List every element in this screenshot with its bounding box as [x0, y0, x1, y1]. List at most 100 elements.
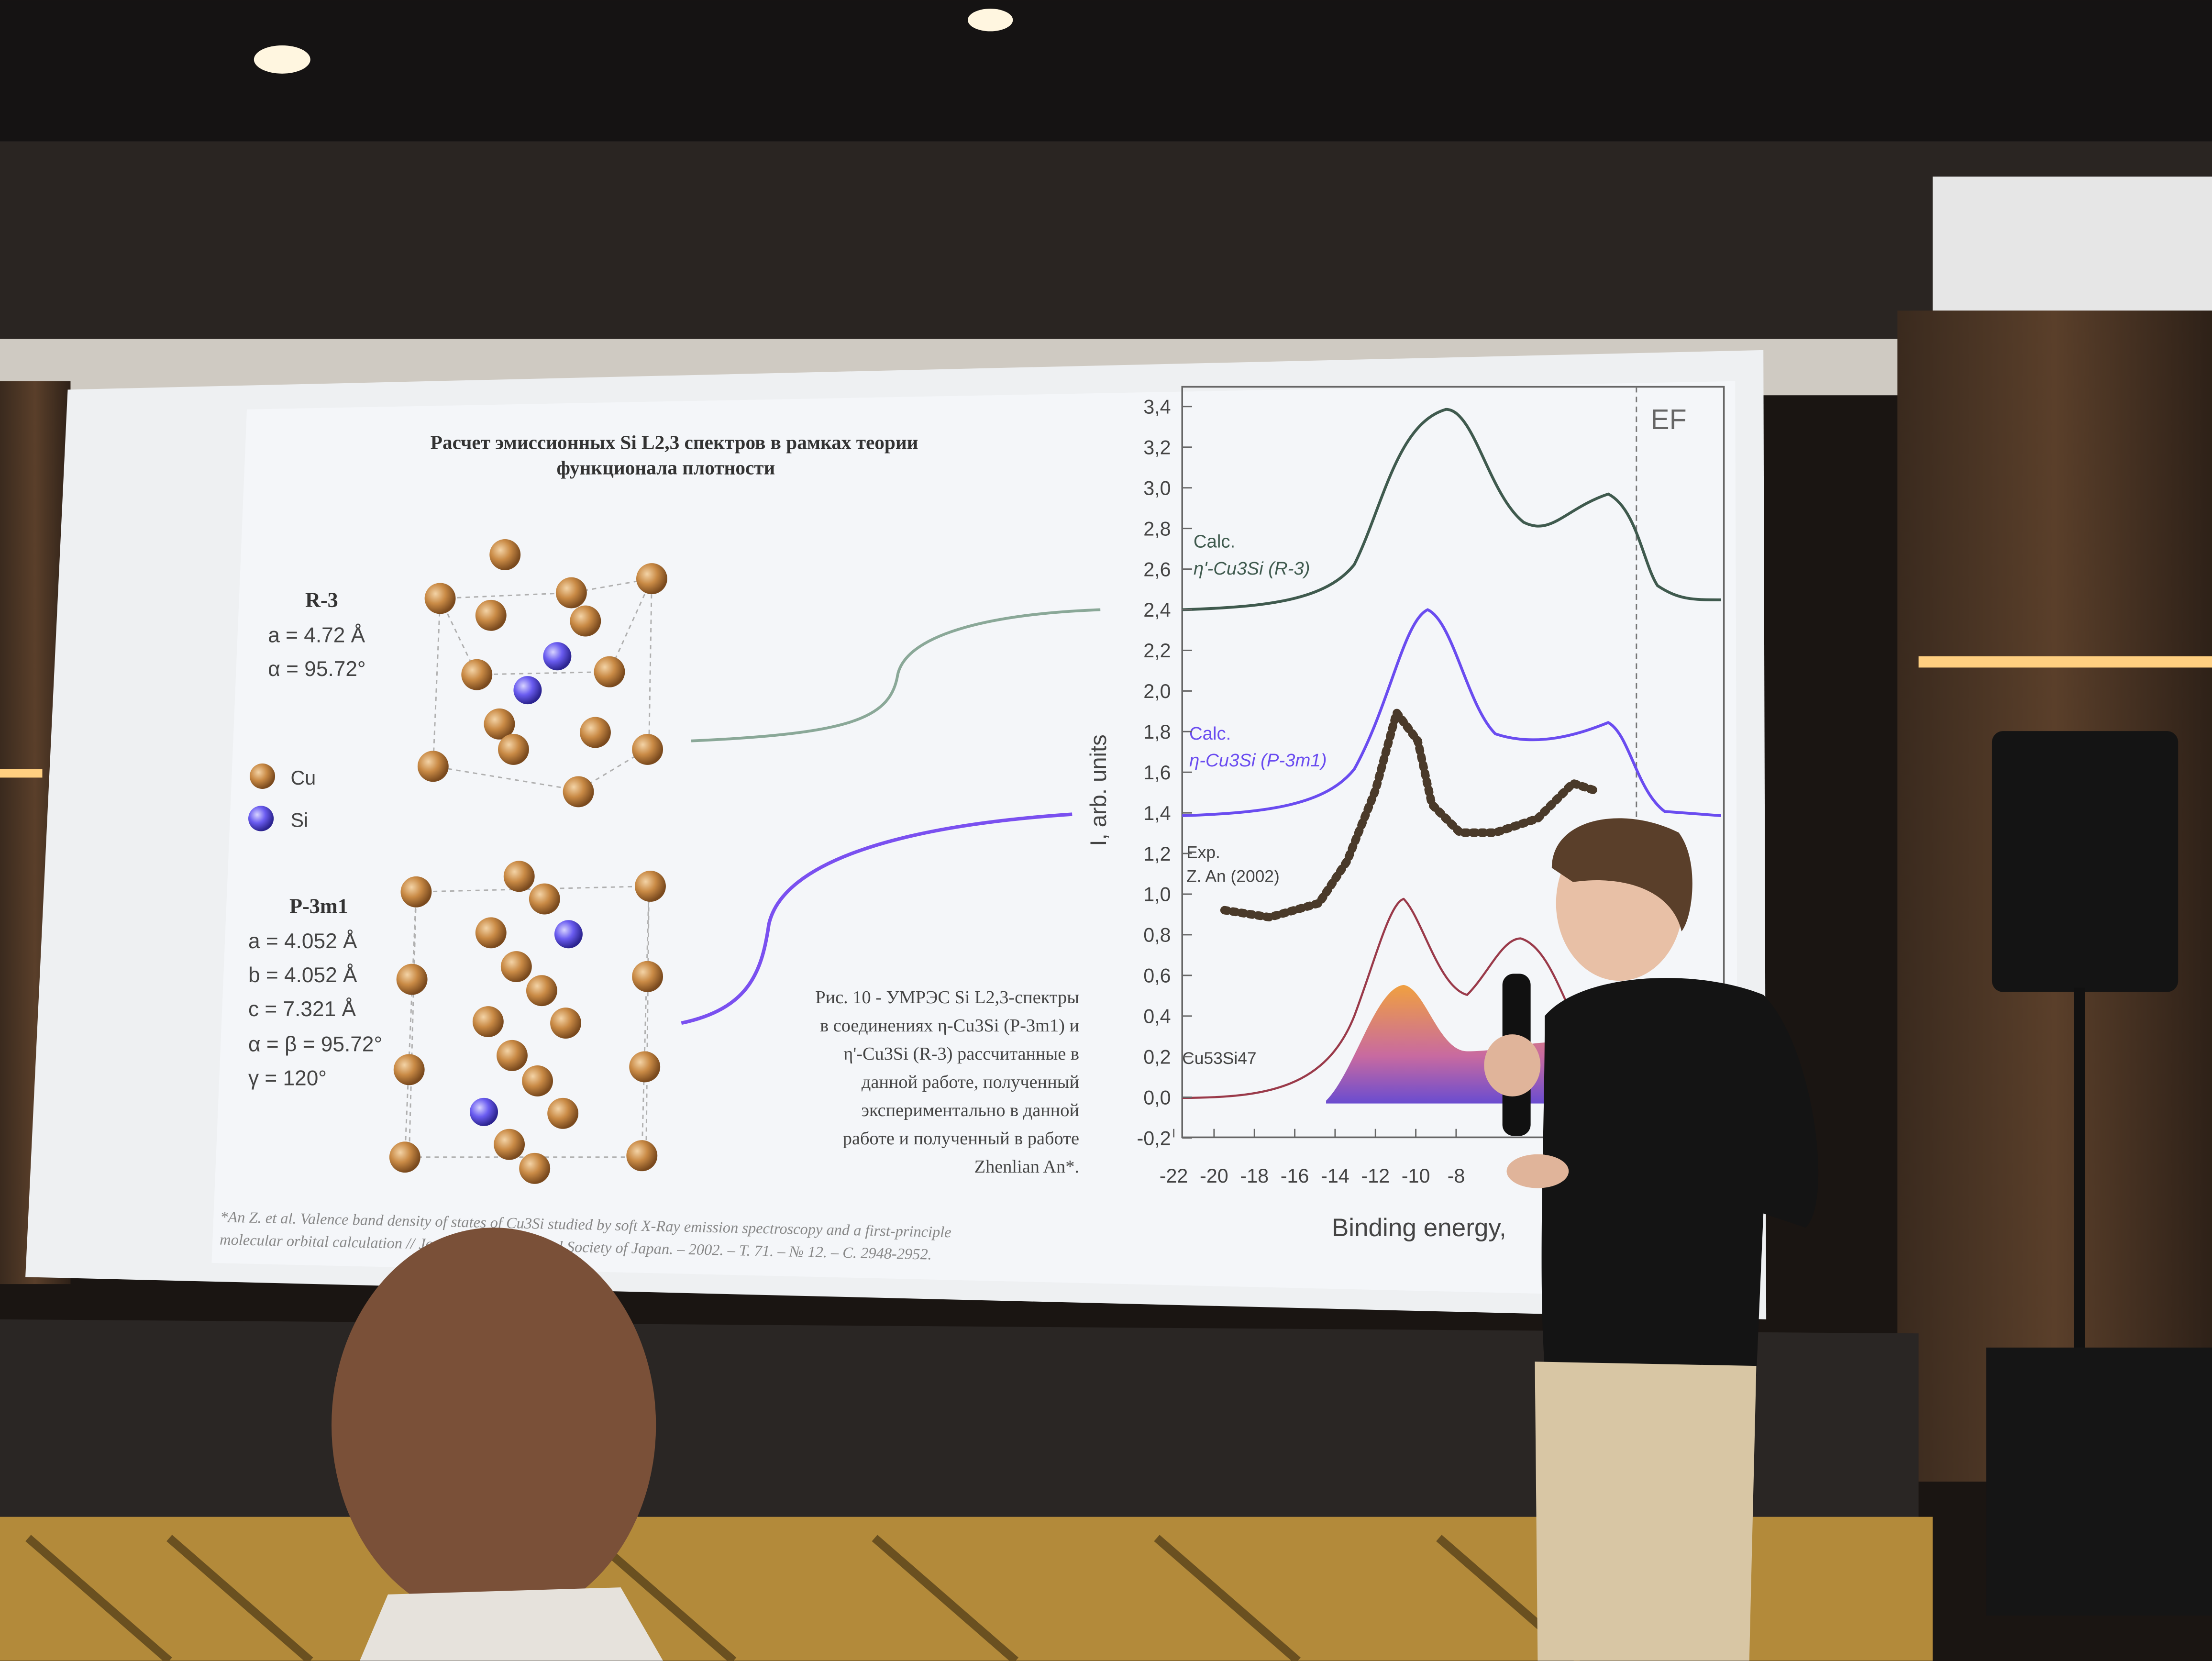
- y-tick-label: 3,0: [1143, 477, 1171, 499]
- y-tick-label: 3,2: [1143, 437, 1171, 459]
- arrow: [681, 812, 1073, 1025]
- audience-member: [332, 1228, 664, 1661]
- caption-line: работе и полученный в работе: [843, 1129, 1079, 1149]
- room-part: [1986, 1347, 2212, 1616]
- crystal-structure-part: [580, 717, 611, 748]
- structure-param: b = 4.052 Å: [248, 963, 357, 987]
- curve-label: Calc.: [1189, 723, 1231, 744]
- slide-title: функционала плотности: [557, 456, 775, 478]
- crystal-structure-part: [498, 733, 529, 765]
- legend-swatch: [248, 806, 274, 831]
- y-tick-label: 1,0: [1143, 884, 1171, 906]
- y-tick-label: 3,4: [1143, 396, 1171, 418]
- fermi-label: EF: [1650, 404, 1686, 435]
- y-tick-label: 0,6: [1143, 965, 1171, 987]
- x-tick-label: -14: [1321, 1165, 1349, 1187]
- crystal-structure-part: [519, 1152, 551, 1184]
- structure-param: a = 4.052 Å: [248, 930, 357, 953]
- x-tick-label: -10: [1402, 1165, 1430, 1187]
- crystal-structure-part: [635, 871, 666, 902]
- caption-line: η'-Cu3Si (R-3) рассчитанные в: [843, 1044, 1079, 1064]
- x-tick-label: -16: [1281, 1165, 1309, 1187]
- curve-label: η-Cu3Si (P-3m1): [1189, 750, 1327, 771]
- curve: [1182, 408, 1721, 611]
- experimental-points: [1220, 703, 1599, 922]
- room-part: [1933, 177, 2212, 311]
- presenter-part: [1535, 1362, 1757, 1661]
- y-tick-label: 2,2: [1143, 640, 1171, 662]
- room-part: [25, 1535, 1583, 1661]
- crystal-structure-part: [626, 1140, 658, 1172]
- caption-line: данной работе, полученный: [862, 1072, 1079, 1092]
- figure-caption: Рис. 10 - УМРЭС Si L2,3-спектры в соедине…: [815, 987, 1079, 1177]
- y-tick-label: 2,8: [1143, 518, 1171, 540]
- crystal-structure-part: [563, 776, 594, 808]
- audience-member-part: [332, 1228, 656, 1623]
- crystal-structure-part: [393, 1054, 425, 1085]
- curve-label: η'-Cu3Si (R-3): [1194, 558, 1310, 579]
- presenter-part: [1484, 1034, 1541, 1096]
- crystal-structure-part: [472, 1006, 504, 1038]
- structure-param: α = 95.72°: [268, 657, 365, 681]
- y-tick-label: 2,0: [1143, 680, 1171, 702]
- x-tick-label: -8: [1448, 1165, 1465, 1187]
- y-tick-label: 2,4: [1143, 599, 1171, 621]
- room-part: [2074, 987, 2085, 1355]
- structure-param: c = 7.321 Å: [248, 997, 356, 1021]
- curve: [1182, 608, 1721, 817]
- crystal-structure-part: [489, 539, 521, 570]
- crystal-structure-part: [417, 751, 449, 782]
- curve: [1182, 897, 1574, 1099]
- room-part: [968, 9, 1013, 32]
- y-tick-label: 2,6: [1143, 558, 1171, 580]
- y-tick-label: 1,4: [1143, 802, 1171, 824]
- crystal-structure-part: [475, 917, 507, 949]
- crystal-structure-part: [470, 1097, 498, 1126]
- crystal-structure-part: [503, 861, 535, 892]
- room-part: [0, 769, 43, 778]
- curve-label: Z. An (2002): [1186, 867, 1280, 886]
- y-tick-label: -0,2: [1137, 1127, 1171, 1149]
- crystal-structure-part: [389, 1141, 420, 1173]
- caption-line: Рис. 10 - УМРЭС Si L2,3-спектры: [815, 987, 1079, 1008]
- slide: Расчет эмиссионных Si L2,3 спектров в ра…: [25, 350, 1767, 1319]
- crystal-structure-part: [484, 708, 515, 740]
- crystal-structure-part: [497, 1040, 528, 1071]
- y-tick-label: 0,8: [1143, 924, 1171, 946]
- crystal-structure-part: [547, 1097, 579, 1129]
- crystal-structure-part: [636, 563, 667, 595]
- curve-label: Cu53Si47: [1182, 1049, 1256, 1068]
- crystal-structure-part: [513, 676, 542, 705]
- crystal-structure-part: [424, 583, 456, 614]
- crystal-structure-part: [461, 659, 493, 690]
- y-tick-label: 0,2: [1143, 1046, 1171, 1068]
- presenter-part: [1541, 978, 1819, 1376]
- y-tick-label: 0,0: [1143, 1086, 1171, 1108]
- arrow: [691, 608, 1101, 742]
- curve-label: Calc.: [1194, 532, 1235, 552]
- structure-param: a = 4.72 Å: [268, 623, 365, 647]
- legend-label: Si: [290, 809, 308, 831]
- crystal-structure-part: [475, 599, 507, 631]
- y-tick-label: 0,4: [1143, 1006, 1171, 1028]
- crystal-structure-part: [594, 656, 625, 687]
- crystal-structure-part: [543, 642, 572, 671]
- spectrum-plot-part: [1181, 386, 1725, 1139]
- y-tick-label: 1,2: [1143, 843, 1171, 865]
- presenter: [1484, 818, 1819, 1661]
- presenter-part: [1551, 818, 1692, 931]
- crystal-structure-part: [629, 1051, 661, 1083]
- caption-line: экспериментально в данной: [862, 1100, 1079, 1120]
- crystal-structure: [389, 861, 666, 1184]
- x-tick-label: -20: [1200, 1165, 1228, 1187]
- y-tick-label: 1,6: [1143, 762, 1171, 784]
- x-tick-label: -18: [1240, 1165, 1269, 1187]
- structure-name: P-3m1: [289, 895, 348, 918]
- crystal-structure-part: [522, 1065, 553, 1096]
- y-axis-label: I, arb. units: [1085, 734, 1111, 846]
- x-axis-label: Binding energy,: [1332, 1214, 1506, 1242]
- structure-param: γ = 120°: [248, 1066, 327, 1090]
- crystal-structure-part: [500, 951, 532, 983]
- crystal-structure-part: [555, 577, 587, 609]
